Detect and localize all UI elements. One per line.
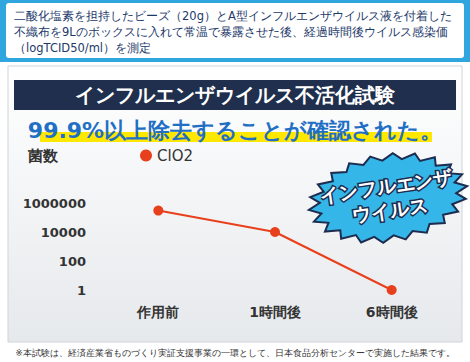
svg-text:1: 1 <box>77 283 86 298</box>
svg-text:作用前: 作用前 <box>136 304 179 320</box>
svg-text:6時間後: 6時間後 <box>366 304 418 320</box>
svg-text:99.9%以上除去することが確認された。: 99.9%以上除去することが確認された。 <box>28 118 442 143</box>
svg-text:インフルエンザ: インフルエンザ <box>318 165 454 207</box>
svg-text:二酸化塩素を担持したビーズ（20g）とA型インフルエンザウイ: 二酸化塩素を担持したビーズ（20g）とA型インフルエンザウイルス液を付着した <box>14 9 452 23</box>
svg-text:ウイルス: ウイルス <box>351 193 429 226</box>
svg-text:1000000: 1000000 <box>23 196 86 211</box>
svg-text:1時間後: 1時間後 <box>249 304 301 320</box>
svg-text:不織布を9Lのボックスに入れて常温で暴露させた後、経過時間後: 不織布を9Lのボックスに入れて常温で暴露させた後、経過時間後ウイルス感染価 <box>14 25 448 39</box>
svg-text:100: 100 <box>59 254 86 269</box>
svg-text:10000: 10000 <box>41 225 86 240</box>
svg-text:インフルエンザウイルス不活化試験: インフルエンザウイルス不活化試験 <box>75 83 396 107</box>
svg-text:※本試験は、経済産業省ものづくり実証支援事業の一環として、日: ※本試験は、経済産業省ものづくり実証支援事業の一環として、日本食品分析センターで… <box>15 348 454 358</box>
svg-text:（logTCID50/ml）を測定: （logTCID50/ml）を測定 <box>14 41 151 55</box>
svg-text:ClO2: ClO2 <box>157 147 193 165</box>
svg-text:菌数: 菌数 <box>27 147 59 165</box>
